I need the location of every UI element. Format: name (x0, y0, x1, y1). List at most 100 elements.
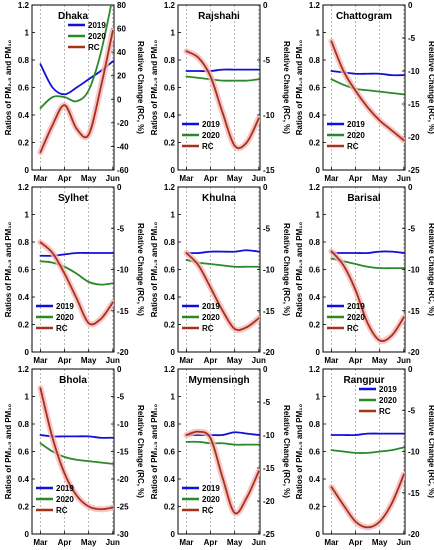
left-tick-label: 0.4 (164, 475, 176, 484)
left-tick-label: 0.4 (18, 111, 30, 120)
right-tick-label: -10 (263, 111, 275, 120)
left-tick-label: 0.2 (18, 321, 30, 330)
panel-dhaka: 0 0.2 0.4 0.6 0.8 1 1.2 -60 -40 -20 0 20 40 60 80 Mar Ap… (4, 1, 145, 183)
right-axis-title: Relative Change (RC, %) (427, 405, 434, 498)
left-tick-label: 0 (25, 530, 30, 539)
left-tick-label: 1.2 (164, 183, 176, 192)
panel-title: Dhaka (58, 11, 88, 22)
legend-label-2019: 2019 (347, 120, 365, 129)
series-group (183, 48, 260, 152)
x-tick-label-jun: Jun (252, 356, 266, 365)
right-tick-label: -20 (263, 348, 275, 357)
right-tick-label: -15 (117, 448, 129, 457)
series-group (328, 38, 405, 144)
left-tick-label: 1 (316, 29, 321, 38)
left-tick-label: 1 (171, 393, 176, 402)
left-tick-label: 1.2 (309, 1, 321, 10)
legend-label-rc: RC (347, 142, 359, 151)
right-axis-title: Relative Change (RC, %) (427, 223, 434, 316)
series-line-2020 (330, 78, 405, 96)
legend-label-2020: 2020 (202, 313, 220, 322)
right-tick-label: -15 (408, 100, 420, 109)
right-tick-label: -5 (263, 398, 271, 407)
x-tick-label-mar: Mar (33, 538, 47, 547)
left-tick-label: 0.8 (309, 56, 321, 65)
legend-label-rc: RC (379, 407, 391, 416)
right-tick-label: -5 (263, 224, 271, 233)
right-tick-label: 0 (408, 1, 413, 10)
legend: 2019 2020 RC (36, 302, 74, 333)
right-tick-label: -10 (263, 431, 275, 440)
panel-title: Barisal (347, 193, 381, 204)
x-tick-label-mar: Mar (179, 538, 193, 547)
series-line-rc (330, 40, 405, 142)
left-axis-title: Ratios of PM₂.₅ and PM₁₀ (295, 403, 304, 499)
x-tick-label-apr: Apr (58, 356, 72, 365)
right-axis-title: Relative Change (RC, %) (427, 41, 434, 134)
right-tick-label: -5 (263, 56, 271, 65)
x-tick-label-mar: Mar (33, 174, 47, 183)
right-axis-title: Relative Change (RC, %) (136, 223, 145, 316)
legend-label-2019: 2019 (202, 120, 220, 129)
left-tick-label: 1.2 (164, 1, 176, 10)
right-tick-label: -25 (408, 166, 420, 175)
x-tick-label-may: May (227, 538, 243, 547)
left-tick-label: 0.2 (309, 503, 321, 512)
right-tick-label: 0 (117, 183, 122, 192)
series-group (37, 385, 114, 513)
legend-label-2019: 2019 (56, 302, 74, 311)
left-tick-label: 0.8 (18, 238, 30, 247)
right-tick-label: -15 (263, 166, 275, 175)
right-tick-label: -20 (117, 119, 129, 128)
panel-title: Chattogram (336, 11, 392, 22)
right-tick-label: -20 (408, 530, 420, 539)
legend-label-rc: RC (202, 142, 214, 151)
right-tick-label: -20 (263, 497, 275, 506)
legend: 2019 2020 RC (182, 484, 220, 515)
series-line-rc (39, 241, 114, 326)
left-tick-label: 0 (171, 348, 176, 357)
right-tick-label: -25 (263, 530, 275, 539)
legend-label-rc: RC (202, 324, 214, 333)
right-tick-label: 80 (117, 1, 126, 10)
left-tick-label: 0.8 (18, 56, 30, 65)
x-tick-label-may: May (372, 174, 388, 183)
left-tick-label: 0.6 (18, 84, 30, 93)
panel-title: Khulna (202, 193, 236, 204)
left-tick-label: 0.2 (164, 503, 176, 512)
legend-label-2020: 2020 (347, 313, 365, 322)
right-axis-title: Relative Change (RC, %) (282, 223, 291, 316)
left-tick-label: 0.4 (164, 293, 176, 302)
left-tick-label: 0.4 (309, 111, 321, 120)
series-line-rc (330, 473, 405, 529)
right-tick-label: -15 (263, 464, 275, 473)
series-line-rc (185, 50, 260, 150)
left-tick-label: 1.2 (309, 183, 321, 192)
right-tick-label: -10 (408, 67, 420, 76)
legend-label-2019: 2019 (202, 484, 220, 493)
x-tick-label-may: May (372, 356, 388, 365)
series-group (37, 239, 114, 328)
left-tick-label: 1 (171, 29, 176, 38)
right-tick-label: -5 (408, 224, 416, 233)
left-tick-label: 0.6 (164, 266, 176, 275)
x-tick-label-may: May (227, 356, 243, 365)
left-tick-label: 0.6 (309, 84, 321, 93)
series-line-2019 (185, 249, 260, 255)
legend-label-2019: 2019 (347, 302, 365, 311)
right-tick-label: -5 (408, 34, 416, 43)
left-tick-label: 1 (171, 211, 176, 220)
series-line-rc (330, 250, 405, 342)
x-tick-label-jun: Jun (106, 174, 120, 183)
x-tick-label-mar: Mar (179, 356, 193, 365)
left-tick-label: 0.4 (309, 293, 321, 302)
panel-title: Bhola (59, 375, 87, 386)
right-tick-label: -10 (117, 420, 129, 429)
left-axis-title: Ratios of PM₂.₅ and PM₁₀ (295, 39, 304, 135)
x-tick-label-may: May (372, 538, 388, 547)
